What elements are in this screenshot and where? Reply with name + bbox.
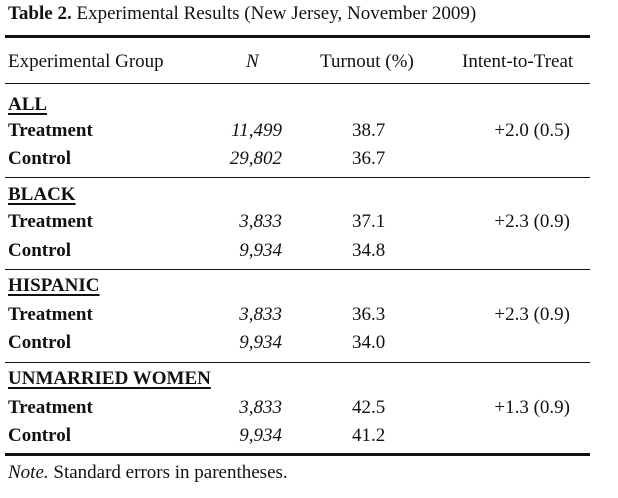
group-heading-black: BLACK (8, 184, 76, 205)
group-heading-unmarried-women: UNMARRIED WOMEN (8, 368, 211, 389)
header-intent-to-treat: Intent-to-Treat (462, 51, 574, 72)
row-label: Control (8, 425, 71, 446)
header-rule (5, 83, 590, 84)
cell-n: 9,934 (239, 332, 282, 353)
cell-turnout: 36.7 (352, 148, 386, 169)
header-n: N (246, 51, 259, 72)
cell-turnout: 38.7 (352, 120, 386, 141)
row-label: Control (8, 240, 71, 261)
bottom-rule (5, 453, 590, 456)
table-note: Note. Standard errors in parentheses. (8, 462, 288, 484)
row-label: Treatment (8, 120, 93, 141)
cell-turnout: 36.3 (352, 304, 386, 325)
top-rule (5, 35, 590, 38)
cell-turnout: 41.2 (352, 425, 386, 446)
cell-n: 11,499 (231, 120, 282, 141)
table-caption: Table 2. Experimental Results (New Jerse… (8, 3, 476, 25)
group-heading-hispanic: HISPANIC (8, 275, 100, 296)
row-label: Treatment (8, 211, 93, 232)
row-label: Control (8, 148, 71, 169)
cell-n: 3,833 (239, 397, 282, 418)
cell-n: 3,833 (239, 211, 282, 232)
cell-itt: +1.3 (0.9) (494, 397, 570, 418)
cell-n: 9,934 (239, 425, 282, 446)
cell-turnout: 42.5 (352, 397, 386, 418)
header-turnout: Turnout (%) (320, 51, 414, 72)
cell-turnout: 37.1 (352, 211, 386, 232)
table-caption-title: Experimental Results (New Jersey, Novemb… (76, 3, 477, 24)
cell-turnout: 34.8 (352, 240, 386, 261)
group-heading-all: ALL (8, 94, 48, 115)
row-label: Treatment (8, 397, 93, 418)
table-note-label: Note. (8, 462, 49, 483)
table-note-text: Standard errors in parentheses. (53, 462, 288, 483)
header-experimental-group: Experimental Group (8, 51, 164, 72)
cell-itt: +2.0 (0.5) (494, 120, 570, 141)
cell-n: 29,802 (229, 148, 282, 169)
section-rule (5, 269, 590, 270)
cell-n: 9,934 (239, 240, 282, 261)
table-caption-label: Table 2. (8, 3, 72, 24)
cell-turnout: 34.0 (352, 332, 386, 353)
section-rule (5, 362, 590, 363)
cell-itt: +2.3 (0.9) (494, 211, 570, 232)
cell-itt: +2.3 (0.9) (494, 304, 570, 325)
row-label: Treatment (8, 304, 93, 325)
cell-n: 3,833 (239, 304, 282, 325)
section-rule (5, 177, 590, 178)
row-label: Control (8, 332, 71, 353)
